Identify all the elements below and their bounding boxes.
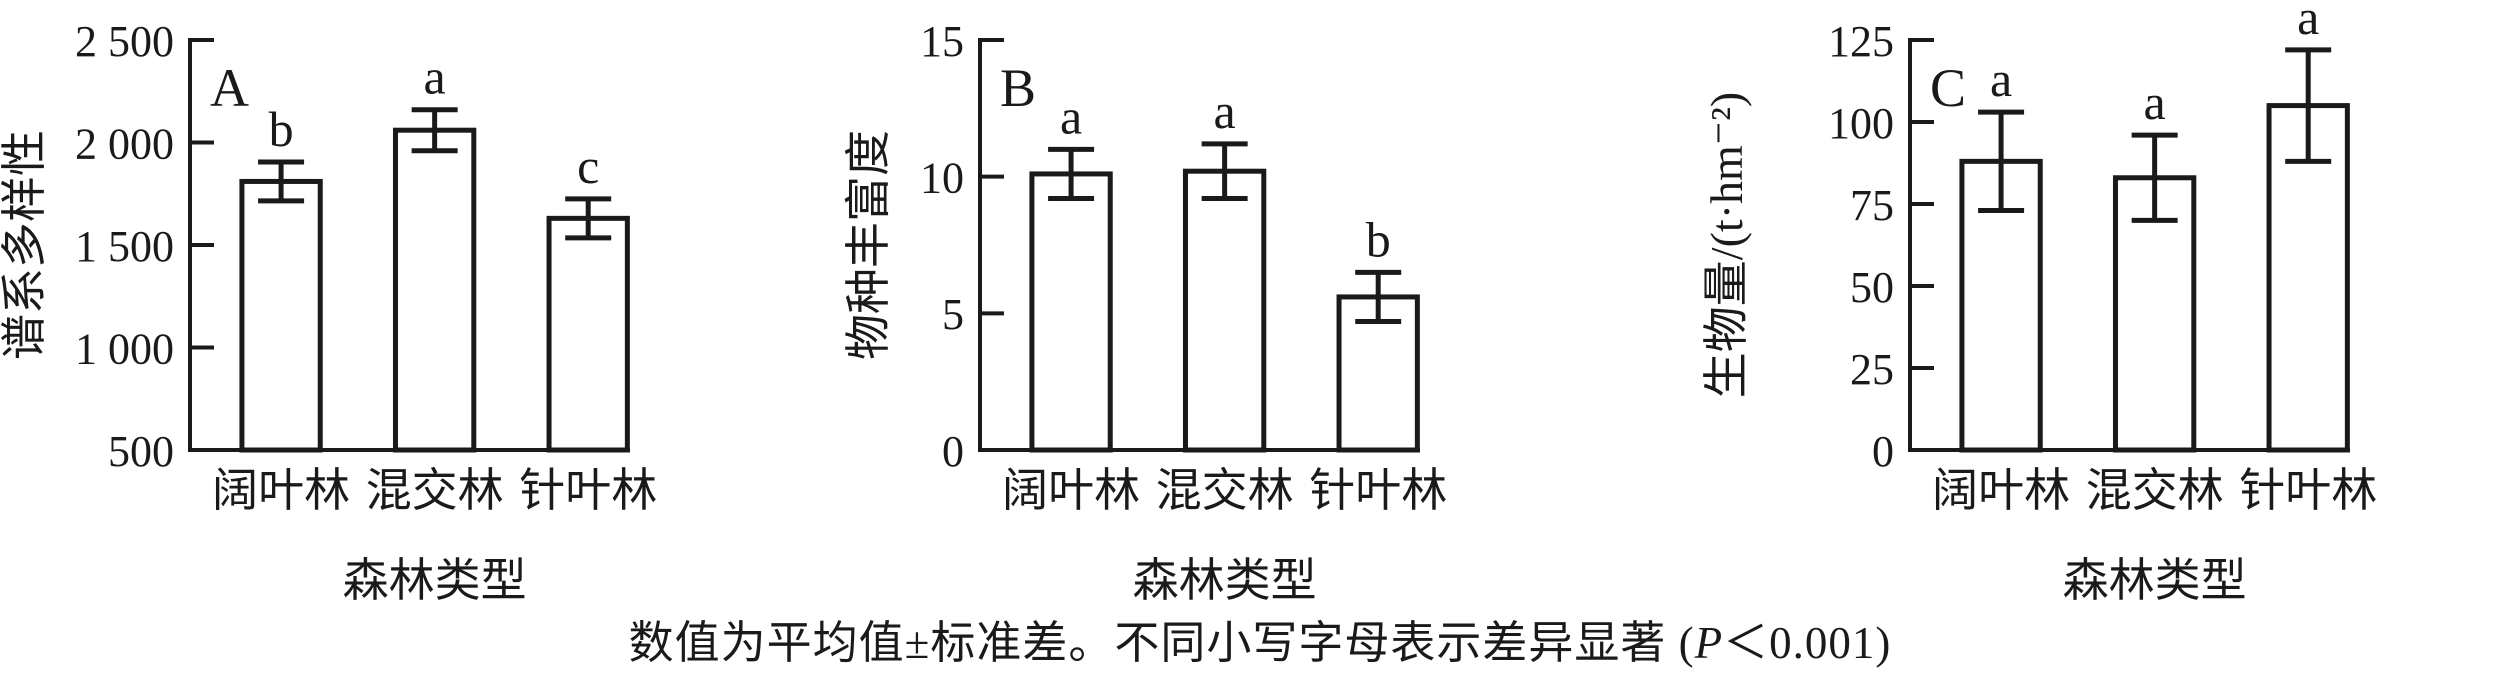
y-tick-label: 2 000 xyxy=(75,119,174,168)
x-tick-label: 阔叶林 xyxy=(1932,465,2070,516)
x-axis-title: 森林类型 xyxy=(2063,555,2247,606)
bar-chart-A: 2 500 2 000 1 500 1 000 500 谱系多样性 Ab 阔叶林 a 混交林 c 针叶… xyxy=(0,17,657,606)
bar xyxy=(2112,175,2197,453)
panel-letter: A xyxy=(210,58,249,118)
y-tick-label: 500 xyxy=(108,427,174,476)
caption-text-prefix: 数值为平均值±标准差。不同小写字母表示差异显著 ( xyxy=(628,618,1695,668)
x-tick-label: 针叶林 xyxy=(519,465,657,516)
y-tick-label: 2 500 xyxy=(75,17,174,66)
y-tick-label: 25 xyxy=(1850,345,1894,394)
x-axis-title: 森林类型 xyxy=(1133,555,1317,606)
y-tick-label: 75 xyxy=(1850,181,1894,230)
x-tick-label: 阔叶林 xyxy=(1002,465,1140,516)
x-tick-label: 混交林 xyxy=(2086,465,2224,516)
significance-letter: a xyxy=(2297,0,2319,45)
significance-letter: a xyxy=(1214,83,1236,139)
bar xyxy=(546,215,630,453)
significance-letter: c xyxy=(577,138,599,194)
caption-text-suffix: ＜0.001) xyxy=(1723,618,1892,668)
significance-letter: a xyxy=(1060,88,1082,144)
y-tick-label: 10 xyxy=(920,154,964,203)
bar xyxy=(392,127,477,453)
x-axis-title: 森林类型 xyxy=(343,555,527,606)
caption-p-symbol: P xyxy=(1694,618,1724,668)
y-tick-label: 0 xyxy=(1872,427,1894,476)
x-tick-label: 混交林 xyxy=(366,465,504,516)
panel-letter: B xyxy=(1000,58,1036,118)
significance-letter: b xyxy=(269,101,294,157)
x-tick-label: 针叶林 xyxy=(2239,465,2377,516)
y-tick-label: 1 500 xyxy=(75,222,174,271)
y-tick-label: 100 xyxy=(1828,99,1894,148)
y-tick-label: 15 xyxy=(920,17,964,66)
bar xyxy=(1182,168,1267,453)
significance-letter: b xyxy=(1366,211,1391,267)
x-tick-label: 针叶林 xyxy=(1309,465,1447,516)
x-tick-label: 混交林 xyxy=(1156,465,1294,516)
x-tick-label: 阔叶林 xyxy=(212,465,350,516)
bar-chart-C: 125 100 75 50 25 0 生物量/(t·hm⁻²) C a 阔叶林 a 混交林 a 针叶林森林… xyxy=(1701,0,2377,606)
y-tick-label: 50 xyxy=(1850,263,1894,312)
figure-caption: 数值为平均值±标准差。不同小写字母表示差异显著 (P＜0.001) xyxy=(0,612,2520,674)
y-axis-title: 生物量/(t·hm⁻²) xyxy=(1701,92,1752,398)
bar xyxy=(1029,171,1113,453)
y-axis-title: 物种丰富度 xyxy=(843,130,894,360)
bar xyxy=(239,178,323,453)
y-tick-label: 1 000 xyxy=(75,324,174,373)
y-tick-label: 0 xyxy=(942,427,964,476)
panel-letter: C xyxy=(1930,58,1966,118)
y-tick-label: 5 xyxy=(942,290,964,339)
significance-letter: a xyxy=(424,49,446,105)
significance-letter: a xyxy=(2144,74,2166,130)
y-axis-title: 谱系多样性 xyxy=(0,130,50,360)
y-tick-label: 125 xyxy=(1828,17,1894,66)
significance-letter: a xyxy=(1990,51,2012,107)
